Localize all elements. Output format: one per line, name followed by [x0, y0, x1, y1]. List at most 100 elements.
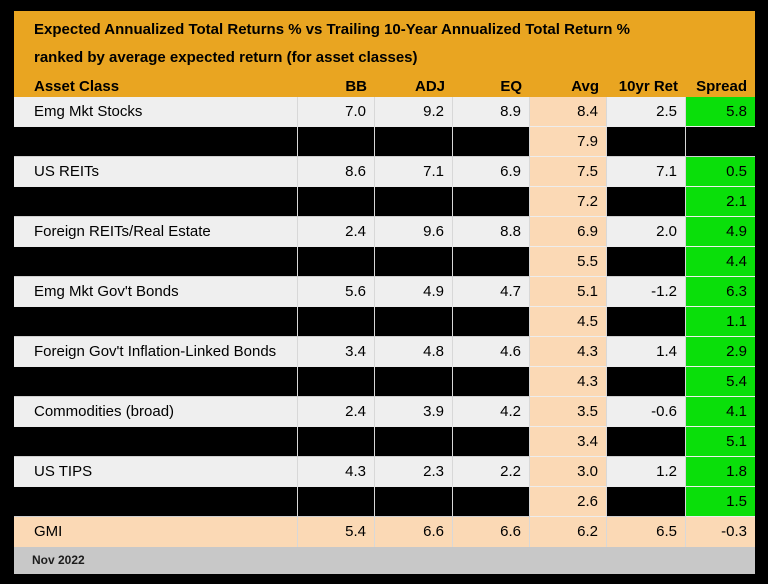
cell-eq: 2.2 [453, 457, 530, 487]
cell-asset: Emg Mkt Stocks [14, 97, 298, 127]
cell-ret10: 7.1 [607, 157, 686, 187]
column-header-asset-class: Asset Class [34, 77, 120, 95]
cell-adj: 9.6 [375, 217, 453, 247]
cell-avg: 8.4 [530, 97, 607, 127]
cell-asset [14, 247, 298, 277]
table-row: 2.6 1.5 [14, 487, 755, 517]
cell-adj [375, 247, 453, 277]
cell-ret10 [607, 187, 686, 217]
table-row: GMI 5.4 6.6 6.6 6.2 6.5 -0.3 [14, 517, 755, 547]
cell-eq [453, 427, 530, 457]
cell-adj [375, 307, 453, 337]
cell-spread: 2.9 [686, 337, 755, 367]
cell-ret10 [607, 247, 686, 277]
cell-spread: 1.5 [686, 487, 755, 517]
cell-adj [375, 187, 453, 217]
cell-ret10: -0.6 [607, 397, 686, 427]
cell-ret10: 1.4 [607, 337, 686, 367]
cell-avg: 3.0 [530, 457, 607, 487]
cell-bb [298, 247, 375, 277]
cell-bb: 2.4 [298, 397, 375, 427]
cell-bb [298, 127, 375, 157]
cell-asset [14, 127, 298, 157]
cell-spread: -0.3 [686, 517, 755, 547]
cell-asset [14, 487, 298, 517]
cell-eq [453, 307, 530, 337]
cell-eq: 6.6 [453, 517, 530, 547]
column-header-row: Asset Class BB ADJ EQ Avg 10yr Ret Sprea… [14, 75, 755, 97]
cell-spread: 5.1 [686, 427, 755, 457]
cell-ret10: -1.2 [607, 277, 686, 307]
cell-spread: 0.5 [686, 157, 755, 187]
cell-avg: 5.1 [530, 277, 607, 307]
cell-avg: 4.3 [530, 367, 607, 397]
cell-spread: 6.3 [686, 277, 755, 307]
cell-bb [298, 427, 375, 457]
cell-bb: 8.6 [298, 157, 375, 187]
cell-avg: 7.9 [530, 127, 607, 157]
cell-avg: 3.5 [530, 397, 607, 427]
column-header-avg: Avg [571, 77, 599, 95]
cell-spread: 1.1 [686, 307, 755, 337]
cell-ret10 [607, 427, 686, 457]
cell-adj: 4.8 [375, 337, 453, 367]
cell-adj [375, 367, 453, 397]
cell-bb [298, 487, 375, 517]
cell-eq: 4.6 [453, 337, 530, 367]
returns-table: Expected Annualized Total Returns % vs T… [14, 11, 755, 574]
cell-adj: 3.9 [375, 397, 453, 427]
cell-adj: 9.2 [375, 97, 453, 127]
cell-eq [453, 487, 530, 517]
cell-adj [375, 487, 453, 517]
cell-spread [686, 127, 755, 157]
cell-avg: 3.4 [530, 427, 607, 457]
cell-asset: Foreign Gov't Inflation-Linked Bonds [14, 337, 298, 367]
cell-spread: 1.8 [686, 457, 755, 487]
cell-adj: 2.3 [375, 457, 453, 487]
cell-avg: 2.6 [530, 487, 607, 517]
column-header-bb: BB [345, 77, 367, 95]
cell-spread: 4.9 [686, 217, 755, 247]
cell-eq: 4.2 [453, 397, 530, 427]
table-row: 5.5 4.4 [14, 247, 755, 277]
table-title-line1: Expected Annualized Total Returns % vs T… [34, 21, 630, 38]
cell-asset: Emg Mkt Gov't Bonds [14, 277, 298, 307]
cell-bb: 2.4 [298, 217, 375, 247]
cell-spread: 5.8 [686, 97, 755, 127]
cell-eq [453, 247, 530, 277]
cell-avg: 5.5 [530, 247, 607, 277]
cell-bb: 3.4 [298, 337, 375, 367]
cell-asset [14, 307, 298, 337]
cell-spread: 4.4 [686, 247, 755, 277]
table-row: Emg Mkt Gov't Bonds 5.6 4.9 4.7 5.1 -1.2 6.3 [14, 277, 755, 307]
cell-bb: 4.3 [298, 457, 375, 487]
cell-spread: 2.1 [686, 187, 755, 217]
column-header-spread: Spread [696, 77, 747, 95]
cell-avg: 6.2 [530, 517, 607, 547]
column-header-eq: EQ [500, 77, 522, 95]
cell-asset: GMI [14, 517, 298, 547]
column-header-adj: ADJ [414, 77, 445, 95]
cell-asset: Foreign REITs/Real Estate [14, 217, 298, 247]
table-row: Commodities (broad) 2.4 3.9 4.2 3.5 -0.6 4.1 [14, 397, 755, 427]
table-body: Emg Mkt Stocks 7.0 9.2 8.9 8.4 2.5 5.8 7.9 US RE… [14, 97, 755, 547]
cell-asset: US REITs [14, 157, 298, 187]
table-row: Emg Mkt Stocks 7.0 9.2 8.9 8.4 2.5 5.8 [14, 97, 755, 127]
cell-bb: 5.6 [298, 277, 375, 307]
cell-eq: 8.8 [453, 217, 530, 247]
table-row: US REITs 8.6 7.1 6.9 7.5 7.1 0.5 [14, 157, 755, 187]
cell-eq [453, 127, 530, 157]
cell-adj: 7.1 [375, 157, 453, 187]
table-footer-date: Nov 2022 [14, 547, 755, 574]
cell-spread: 5.4 [686, 367, 755, 397]
table-row: 7.9 [14, 127, 755, 157]
cell-asset [14, 427, 298, 457]
cell-avg: 6.9 [530, 217, 607, 247]
cell-ret10: 2.0 [607, 217, 686, 247]
cell-adj: 4.9 [375, 277, 453, 307]
table-row: US TIPS 4.3 2.3 2.2 3.0 1.2 1.8 [14, 457, 755, 487]
cell-eq: 8.9 [453, 97, 530, 127]
cell-adj [375, 127, 453, 157]
cell-ret10: 6.5 [607, 517, 686, 547]
